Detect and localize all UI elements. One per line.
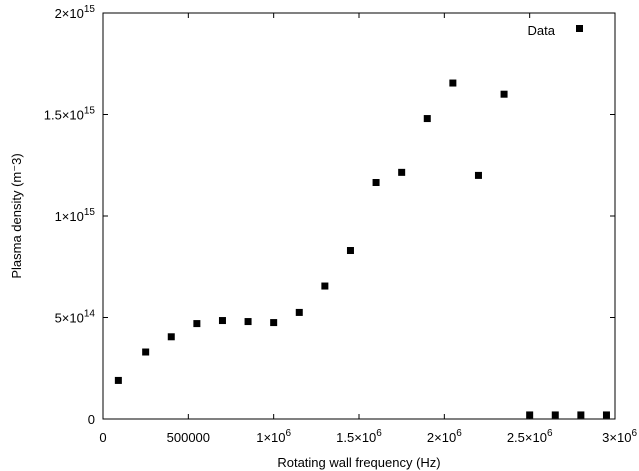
- data-point: [295, 308, 303, 316]
- legend-marker: [576, 25, 583, 32]
- data-points: [114, 79, 610, 419]
- data-point: [114, 376, 122, 384]
- data-point: [218, 317, 226, 325]
- y-tick-label: 1.5×1015: [44, 106, 96, 123]
- x-axis: 0 500000 1×106 1.5×106 2×106 2.5×106 3×106: [99, 13, 637, 445]
- data-point: [602, 411, 610, 419]
- x-tick-label: 1×106: [256, 428, 291, 445]
- x-tick-label: 2.5×106: [507, 428, 553, 445]
- data-point: [526, 411, 534, 419]
- data-point: [193, 320, 201, 328]
- legend-label: Data: [528, 23, 556, 38]
- x-axis-label: Rotating wall frequency (Hz): [277, 455, 440, 470]
- x-tick-label: 3×106: [602, 428, 637, 445]
- y-axis-label: Plasma density (m⁻3): [9, 153, 24, 278]
- data-point: [346, 247, 354, 255]
- data-point: [270, 319, 278, 327]
- data-point: [423, 115, 431, 123]
- data-point: [244, 318, 252, 326]
- data-point: [500, 90, 508, 98]
- data-point: [167, 333, 175, 341]
- data-point: [142, 348, 150, 356]
- legend: Data: [528, 23, 583, 38]
- data-point: [372, 179, 380, 187]
- x-tick-label: 500000: [167, 430, 210, 445]
- data-point: [474, 171, 482, 179]
- data-point: [321, 282, 329, 290]
- data-point: [551, 411, 559, 419]
- y-tick-label: 1×1015: [55, 207, 96, 224]
- plot-frame: [102, 12, 616, 420]
- x-tick-label: 1.5×106: [336, 428, 382, 445]
- y-tick-label: 5×1014: [55, 309, 96, 326]
- y-tick-label: 0: [88, 412, 95, 427]
- data-point: [449, 79, 457, 87]
- data-point: [398, 168, 406, 176]
- y-axis: 0 5×1014 1×1015 1.5×1015 2×1015: [44, 4, 615, 427]
- data-point: [577, 411, 585, 419]
- x-tick-label: 0: [99, 430, 106, 445]
- y-tick-label: 2×1015: [55, 4, 96, 21]
- x-tick-label: 2×106: [427, 428, 462, 445]
